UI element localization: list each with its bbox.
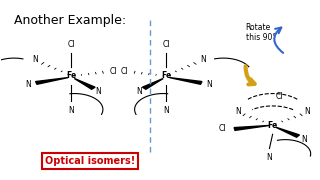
Text: Cl: Cl: [275, 92, 283, 101]
Polygon shape: [170, 78, 202, 84]
Text: Fe: Fe: [268, 121, 278, 130]
Polygon shape: [142, 78, 163, 89]
Polygon shape: [276, 127, 300, 137]
Polygon shape: [36, 78, 68, 84]
Text: N: N: [235, 107, 241, 116]
Text: N: N: [137, 87, 142, 96]
Text: N: N: [200, 55, 206, 64]
Text: N: N: [32, 55, 37, 64]
Text: Another Example:: Another Example:: [14, 14, 126, 27]
Text: N: N: [206, 80, 212, 89]
Text: Cl: Cl: [68, 40, 75, 49]
Polygon shape: [234, 125, 269, 130]
Polygon shape: [74, 78, 95, 89]
Text: N: N: [267, 153, 272, 162]
Text: Rotate
this 90°: Rotate this 90°: [246, 23, 276, 42]
Text: Cl: Cl: [121, 67, 128, 76]
Text: N: N: [95, 87, 101, 96]
Text: Cl: Cl: [109, 67, 117, 76]
Text: Fe: Fe: [161, 71, 172, 80]
Text: N: N: [164, 106, 169, 115]
Text: Optical isomers!: Optical isomers!: [45, 156, 135, 166]
Text: Cl: Cl: [163, 40, 170, 49]
Text: N: N: [301, 135, 307, 144]
Text: N: N: [305, 107, 310, 116]
Text: Cl: Cl: [219, 125, 227, 134]
Text: Fe: Fe: [66, 71, 76, 80]
Text: N: N: [68, 106, 74, 115]
Text: N: N: [26, 80, 31, 89]
